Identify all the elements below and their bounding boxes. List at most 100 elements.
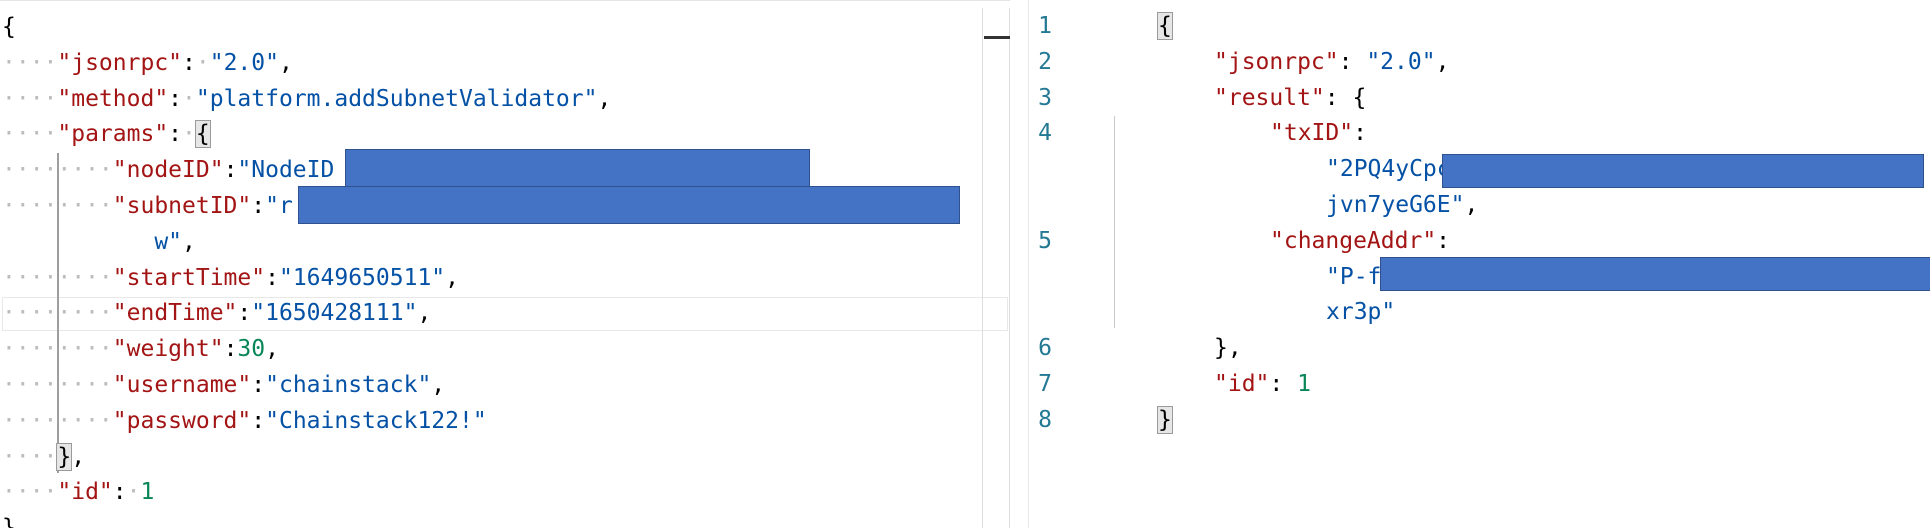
code-token: "jsonrpc" bbox=[57, 49, 183, 76]
code-token: : bbox=[1269, 371, 1298, 397]
code-token: "password" bbox=[112, 407, 252, 434]
code-line: "2PQ4yCpc Fm bbox=[1326, 151, 1930, 187]
code-token: , bbox=[431, 372, 446, 398]
code-line: "txID": bbox=[1270, 115, 1367, 151]
code-line[interactable]: ········"password":"Chainstack122!" bbox=[2, 403, 487, 439]
whitespace-dots: ···· bbox=[2, 49, 58, 76]
code-token: "id" bbox=[1214, 371, 1270, 397]
code-token: "subnetID" bbox=[112, 193, 252, 219]
code-token: · bbox=[126, 479, 141, 506]
vertical-scrollbar[interactable] bbox=[982, 8, 1010, 528]
code-token: "chainstack" bbox=[265, 372, 432, 398]
code-token: , bbox=[445, 264, 459, 291]
code-line[interactable]: ········"startTime":"1649650511", bbox=[2, 260, 459, 296]
code-token: · bbox=[182, 121, 196, 148]
whitespace-dots: ···· bbox=[57, 157, 113, 184]
code-line[interactable]: ········"subnetID":"r X bbox=[2, 188, 944, 224]
code-token: , bbox=[597, 85, 612, 112]
code-line[interactable]: } bbox=[2, 510, 16, 528]
whitespace-dots: ···· bbox=[57, 300, 113, 327]
line-number: 1 bbox=[1038, 13, 1052, 39]
line-number: 7 bbox=[1038, 371, 1052, 397]
code-token: } bbox=[2, 515, 16, 528]
code-token: , bbox=[265, 336, 279, 363]
whitespace-dots: ···· bbox=[57, 336, 113, 363]
whitespace-dots: ···· bbox=[57, 264, 113, 291]
code-line[interactable]: ········"username":"chainstack", bbox=[2, 367, 445, 403]
whitespace-dots: ···· bbox=[2, 193, 58, 219]
request-editor[interactable]: {····"jsonrpc":·"2.0", ····"method":·"pla… bbox=[0, 0, 1010, 528]
code-line[interactable]: ····"jsonrpc":·"2.0", bbox=[2, 45, 293, 81]
redaction-box bbox=[1380, 257, 1930, 291]
code-token: : bbox=[251, 372, 266, 398]
bracket-match: } bbox=[56, 442, 73, 471]
code-token: "endTime" bbox=[112, 300, 238, 327]
whitespace-dots: ···· bbox=[2, 479, 58, 506]
whitespace-dots: ···· bbox=[57, 372, 113, 398]
code-token: "2PQ4yCpc Fm bbox=[1326, 156, 1451, 183]
indent-guide bbox=[57, 153, 59, 473]
code-token: , bbox=[1227, 335, 1242, 362]
code-line: "jsonrpc": "2.0", bbox=[1214, 44, 1449, 80]
code-line: { bbox=[1157, 8, 1173, 44]
code-line[interactable]: ····"params":·{ bbox=[2, 116, 211, 152]
code-line: "result": { bbox=[1214, 80, 1366, 116]
whitespace-dots: ···· bbox=[57, 407, 113, 434]
whitespace-dots: ···· bbox=[2, 264, 58, 291]
code-token: : bbox=[223, 336, 238, 363]
code-line: "changeAddr": bbox=[1270, 223, 1450, 259]
code-line: "P-f q bbox=[1326, 259, 1930, 295]
bracket-match: { bbox=[1157, 12, 1173, 40]
code-token: "Chainstack122!" bbox=[265, 407, 487, 434]
code-line: }, bbox=[1214, 330, 1242, 366]
code-token: { bbox=[1352, 84, 1367, 111]
code-token: : bbox=[265, 264, 279, 291]
bracket-match: { bbox=[194, 120, 211, 149]
code-token: "1649650511" bbox=[278, 264, 446, 291]
code-token: , bbox=[417, 300, 432, 327]
whitespace-dots: ···· bbox=[2, 121, 58, 148]
whitespace-dots: ···· bbox=[2, 85, 58, 112]
code-token: "changeAddr" bbox=[1270, 227, 1437, 254]
code-line[interactable]: ········"weight":30, bbox=[2, 331, 279, 367]
pane-divider[interactable] bbox=[1028, 0, 1029, 528]
indent-guide bbox=[1114, 116, 1115, 328]
code-token: xr3p" bbox=[1326, 299, 1396, 326]
code-token: "id" bbox=[57, 479, 113, 506]
code-token: , bbox=[278, 49, 293, 76]
code-line[interactable]: w", bbox=[2, 224, 196, 260]
code-token: : bbox=[251, 407, 266, 434]
code-line[interactable]: ····"method":·"platform.addSubnetValidat… bbox=[2, 81, 611, 117]
code-token: : bbox=[1436, 227, 1451, 254]
code-token: "params" bbox=[57, 121, 169, 148]
code-token: · bbox=[182, 85, 196, 112]
code-token: 1 bbox=[1297, 371, 1311, 397]
line-number: 5 bbox=[1038, 227, 1052, 254]
code-token: · bbox=[195, 49, 210, 76]
code-line[interactable]: ····"id":·1 bbox=[2, 474, 154, 510]
code-line[interactable]: ····}, bbox=[2, 439, 85, 475]
whitespace-dots: ···· bbox=[2, 372, 58, 398]
redaction-box bbox=[345, 149, 810, 189]
code-token: : bbox=[168, 121, 183, 148]
line-number: 6 bbox=[1038, 335, 1052, 362]
line-number: 3 bbox=[1038, 84, 1052, 111]
code-token: { bbox=[2, 14, 16, 40]
code-line[interactable]: ········"endTime":"1650428111", bbox=[2, 295, 431, 331]
line-number: 4 bbox=[1038, 120, 1052, 147]
code-token: "jsonrpc" bbox=[1214, 48, 1339, 75]
bracket-match: } bbox=[1157, 405, 1173, 434]
code-line: "id": 1 bbox=[1214, 366, 1311, 402]
code-token: "platform.addSubnetValidator" bbox=[195, 85, 598, 112]
whitespace-dots: ···· bbox=[2, 157, 58, 184]
scrollbar-thumb[interactable] bbox=[984, 36, 1010, 39]
whitespace-dots: ···· bbox=[57, 193, 113, 219]
whitespace-dots: ···· bbox=[2, 407, 58, 434]
line-number: 2 bbox=[1038, 48, 1052, 75]
code-token: , bbox=[1464, 192, 1479, 218]
code-token: "txID" bbox=[1270, 120, 1354, 147]
code-line[interactable]: { bbox=[2, 9, 16, 45]
code-token: "weight" bbox=[112, 336, 224, 363]
code-token: : bbox=[251, 193, 266, 219]
